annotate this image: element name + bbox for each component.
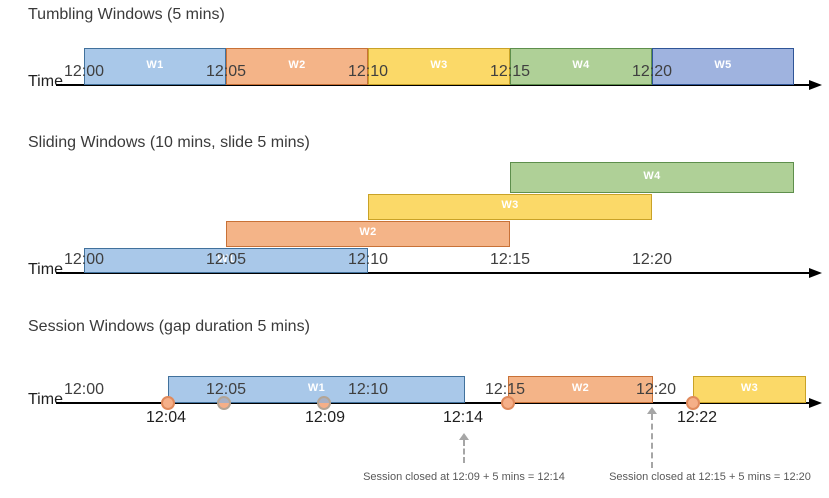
time-axis-label: Time	[28, 73, 63, 90]
window-label: W3	[501, 199, 519, 211]
window-label: W2	[288, 58, 306, 71]
tick-label: 12:05	[205, 251, 247, 268]
window-tumbling-w4: W4	[510, 48, 652, 85]
window-sliding-w3: W3	[368, 194, 652, 220]
event-dot	[217, 396, 231, 410]
time-axis	[56, 402, 810, 404]
event-time-label: 12:04	[145, 409, 187, 426]
time-axis	[56, 272, 810, 274]
section-title-sliding: Sliding Windows (10 mins, slide 5 mins)	[28, 134, 310, 151]
session-close-annotation: Session closed at 12:15 + 5 mins = 12:20	[609, 471, 811, 483]
event-dot	[686, 396, 700, 410]
tick-label: 12:00	[63, 251, 105, 268]
tick-label: 12:05	[205, 63, 247, 80]
window-label: W4	[643, 169, 661, 182]
window-label: W5	[714, 58, 732, 71]
axis-arrowhead-icon	[809, 80, 822, 90]
time-axis	[56, 84, 810, 86]
section-title-tumbling: Tumbling Windows (5 mins)	[28, 6, 225, 23]
tick-label: 12:20	[631, 63, 673, 80]
window-sliding-w1: W1	[84, 248, 368, 273]
window-label: W2	[359, 226, 377, 238]
time-axis-label: Time	[28, 391, 63, 408]
event-time-label: 12:09	[304, 409, 346, 426]
tick-label: 12:10	[347, 251, 389, 268]
tick-label: 12:20	[635, 381, 677, 398]
section-title-session: Session Windows (gap duration 5 mins)	[28, 318, 310, 335]
window-tumbling-w1: W1	[84, 48, 226, 85]
window-label: W3	[740, 381, 759, 394]
tick-label: 12:15	[484, 381, 526, 398]
tick-label: 12:00	[63, 63, 105, 80]
window-label: W4	[572, 58, 590, 71]
tick-label: 12:10	[347, 63, 389, 80]
session-close-arrow-icon	[459, 433, 469, 440]
tick-label: 12:20	[631, 251, 673, 268]
tick-label: 12:05	[205, 381, 247, 398]
session-close-arrow-line	[463, 440, 465, 463]
event-time-label: 12:22	[676, 409, 718, 426]
window-sliding-w2: W2	[226, 221, 510, 247]
event-dot	[161, 396, 175, 410]
session-close-arrow-line	[651, 414, 653, 468]
window-tumbling-w3: W3	[368, 48, 510, 85]
time-axis-label: Time	[28, 261, 63, 278]
session-close-annotation: Session closed at 12:09 + 5 mins = 12:14	[363, 471, 565, 483]
window-session-w3: W3	[693, 376, 806, 403]
tick-label: 12:00	[63, 381, 105, 398]
window-label: W3	[430, 58, 448, 71]
tick-label: 12:15	[489, 251, 531, 268]
window-tumbling-w5: W5	[652, 48, 794, 85]
event-dot	[317, 396, 331, 410]
event-time-label: 12:14	[442, 409, 484, 426]
window-session-w2: W2	[508, 376, 653, 403]
axis-arrowhead-icon	[809, 398, 822, 408]
window-label: W2	[571, 381, 590, 394]
window-label: W1	[217, 252, 235, 265]
window-label: W1	[307, 381, 326, 394]
tick-label: 12:15	[489, 63, 531, 80]
window-sliding-w4: W4	[510, 162, 794, 193]
tick-label: 12:10	[347, 381, 389, 398]
window-tumbling-w2: W2	[226, 48, 368, 85]
session-close-arrow-icon	[647, 407, 657, 414]
window-label: W1	[146, 58, 164, 71]
axis-arrowhead-icon	[809, 268, 822, 278]
event-dot	[501, 396, 515, 410]
